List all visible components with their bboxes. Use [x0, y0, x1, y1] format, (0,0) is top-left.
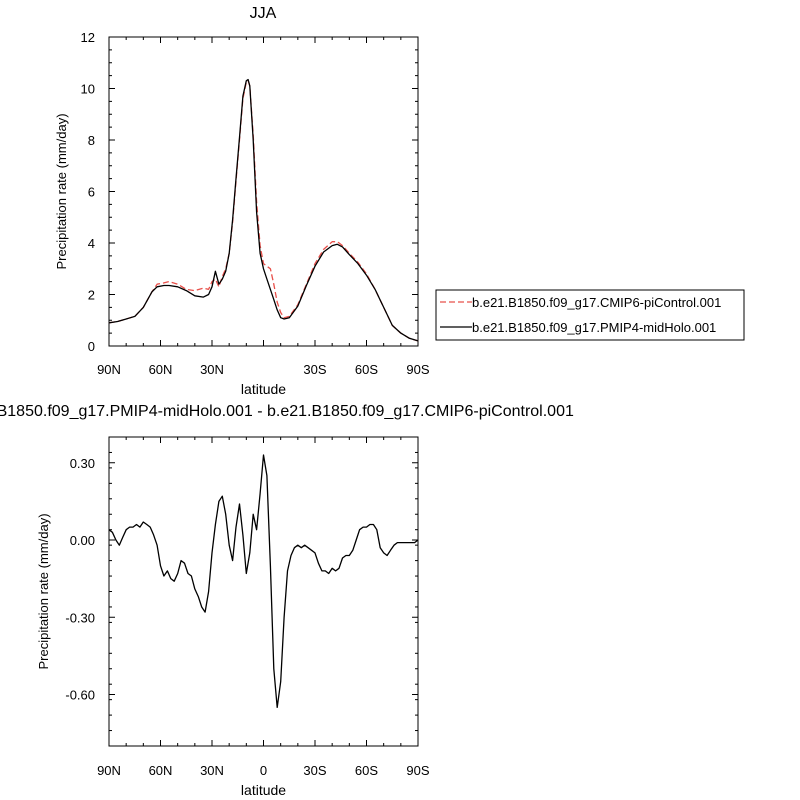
- y-tick-label: 10: [81, 82, 95, 97]
- series-line-1: [108, 80, 419, 342]
- x-tick-label: 90N: [97, 763, 121, 778]
- legend-entry: b.e21.B1850.f09_g17.PMIP4-midHolo.001: [472, 320, 716, 335]
- y-tick-label: 0.00: [70, 533, 95, 548]
- y-tick-label: 0: [88, 339, 95, 354]
- x-tick-label: 90S: [406, 362, 429, 377]
- x-tick-label: 90S: [406, 763, 429, 778]
- y-tick-label: -0.30: [65, 610, 95, 625]
- y-tick-label: 4: [88, 236, 95, 251]
- x-tick-label: 60S: [355, 362, 378, 377]
- x-axis-label: latitude: [241, 381, 286, 397]
- x-tick-label: 30S: [303, 362, 326, 377]
- y-tick-label: 0.30: [70, 456, 95, 471]
- legend: b.e21.B1850.f09_g17.CMIP6-piControl.001b…: [435, 289, 745, 341]
- plot-frame: [108, 436, 419, 747]
- chart-title: b.e21.B1850.f09_g17.PMIP4-midHolo.001 - …: [0, 403, 574, 420]
- chart-2: b.e21.B1850.f09_g17.PMIP4-midHolo.001 - …: [0, 403, 574, 798]
- series-line-1: [108, 454, 419, 709]
- y-tick-label: 8: [88, 133, 95, 148]
- y-tick-label: 6: [88, 185, 95, 200]
- y-tick-label: 2: [88, 288, 95, 303]
- chart-title: JJA: [250, 5, 277, 22]
- y-tick-label: -0.60: [65, 688, 95, 703]
- chart-1: JJA 90N 60N 30N 30S 60S 90S 0 2 4 6 8 10 12 latitude Pr…: [54, 5, 745, 397]
- plot-frame: [108, 36, 419, 347]
- x-tick-label: 30N: [200, 362, 224, 377]
- series-line-2: [108, 78, 419, 342]
- x-axis-label: latitude: [241, 782, 286, 798]
- x-tick-label: 60N: [149, 362, 173, 377]
- y-axis-label: Precipitation rate (mm/day): [54, 113, 69, 269]
- x-tick-label: 30S: [303, 763, 326, 778]
- legend-entry: b.e21.B1850.f09_g17.CMIP6-piControl.001: [472, 295, 721, 310]
- y-tick-label: 12: [81, 30, 95, 45]
- x-tick-label: 0: [260, 763, 267, 778]
- x-tick-label: 90N: [97, 362, 121, 377]
- x-tick-label: 30N: [200, 763, 224, 778]
- legend-box: [435, 289, 745, 341]
- x-tick-label: 60N: [149, 763, 173, 778]
- y-axis-label: Precipitation rate (mm/day): [36, 513, 51, 669]
- x-tick-label: 60S: [355, 763, 378, 778]
